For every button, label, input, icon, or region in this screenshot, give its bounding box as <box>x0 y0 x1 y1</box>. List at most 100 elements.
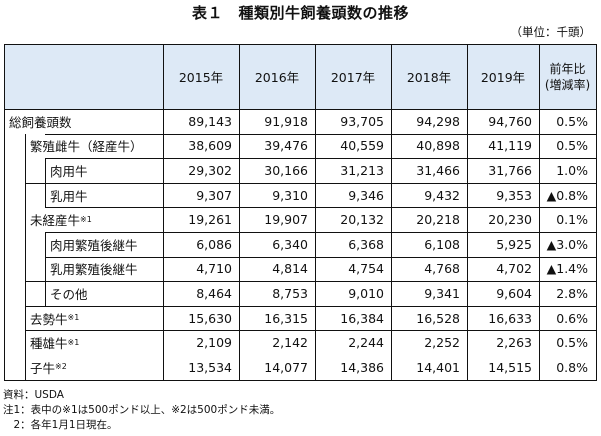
change-cell: 0.6% <box>556 310 588 326</box>
year-header: 2017年 <box>330 70 376 85</box>
header-row <box>4 44 596 109</box>
change-cell: 0.1% <box>556 212 588 228</box>
value-cell: 16,384 <box>340 310 384 326</box>
footnote-1: 注1：表中の※1は500ポンド以上、※2は500ポンド未満。 <box>3 404 281 416</box>
value-cell: 6,108 <box>424 236 460 252</box>
value-cell: 9,346 <box>348 187 384 203</box>
value-cell: 6,368 <box>348 236 384 252</box>
row-label-text: 肉用牛 <box>50 163 88 179</box>
footnote-2: 2：各年1月1日現在。 <box>3 419 118 431</box>
change-cell: ▲1.4% <box>546 261 588 277</box>
value-cell: 4,814 <box>272 261 308 277</box>
value-cell: 20,132 <box>340 212 384 228</box>
value-cell: 2,263 <box>496 335 532 351</box>
change-header-line2: (増減率) <box>544 77 591 92</box>
value-cell: 4,754 <box>348 261 384 277</box>
value-cell: 9,310 <box>272 187 308 203</box>
value-cell: 16,315 <box>264 310 308 326</box>
column-divider <box>239 44 240 380</box>
row-divider <box>45 232 596 233</box>
row-divider <box>45 158 596 160</box>
row-divider <box>25 330 596 332</box>
row-label-text: 繁殖雌牛（経産牛） <box>30 139 143 155</box>
value-cell: 8,464 <box>196 285 232 301</box>
indent-guide <box>25 207 26 380</box>
value-cell: 39,476 <box>264 138 308 154</box>
value-cell: 94,298 <box>416 113 460 129</box>
value-cell: 15,630 <box>188 310 232 326</box>
value-cell: 13,534 <box>188 359 232 375</box>
column-divider <box>539 44 540 380</box>
change-cell: 0.5% <box>556 113 588 129</box>
value-cell: 6,086 <box>196 236 232 252</box>
value-cell: 20,230 <box>488 212 532 228</box>
change-cell: ▲0.8% <box>546 187 588 203</box>
year-header: 2016年 <box>254 70 300 85</box>
change-cell: 1.0% <box>556 162 588 178</box>
table-notes: 資料：USDA 注1：表中の※1は500ポンド以上、※2は500ポンド未満。 2… <box>3 388 280 433</box>
value-cell: 91,918 <box>264 113 308 129</box>
row-divider <box>45 256 596 258</box>
value-cell: 94,760 <box>488 113 532 129</box>
value-cell: 9,341 <box>424 285 460 301</box>
value-cell: 16,528 <box>416 310 460 326</box>
value-cell: 14,515 <box>488 359 532 375</box>
year-header: 2015年 <box>178 70 224 85</box>
value-cell: 4,710 <box>196 261 232 277</box>
row-label: 去勢牛 ※1 <box>25 306 163 331</box>
row-label: その他 <box>45 281 163 306</box>
unit-label: （単位：千頭） <box>510 25 592 39</box>
year-header: 2018年 <box>406 70 452 85</box>
value-cell: 4,768 <box>424 261 460 277</box>
indent-guide <box>45 232 46 306</box>
row-label: 乳用牛 <box>45 183 163 208</box>
row-label-text: 乳用牛 <box>50 188 88 204</box>
row-label: 総飼養頭数 <box>4 109 163 134</box>
row-label-text: その他 <box>50 286 88 302</box>
value-cell: 20,218 <box>416 212 460 228</box>
row-divider <box>45 207 596 209</box>
source-note: 資料：USDA <box>3 389 64 401</box>
row-label: 繁殖雌牛（経産牛） <box>25 134 163 159</box>
value-cell: 9,010 <box>348 285 384 301</box>
row-divider <box>25 305 596 307</box>
value-cell: 14,401 <box>416 359 460 375</box>
column-divider <box>467 44 468 380</box>
value-cell: 8,753 <box>272 285 308 301</box>
value-cell: 9,353 <box>496 187 532 203</box>
change-header-line1: 前年比 <box>549 61 586 76</box>
row-label: 種雄牛 ※1 <box>25 330 163 355</box>
row-divider <box>25 281 596 283</box>
value-cell: 2,142 <box>272 335 308 351</box>
table-right-border <box>596 44 597 381</box>
table-left-border <box>4 44 5 381</box>
row-label: 乳用繁殖後継牛 <box>45 257 163 282</box>
row-label: 肉用牛 <box>45 158 163 183</box>
column-divider <box>315 44 316 380</box>
change-header: 前年比 (増減率) <box>539 44 596 109</box>
indent-guide <box>45 158 46 208</box>
row-divider <box>4 109 596 110</box>
indent-guide <box>25 133 26 208</box>
row-divider <box>45 133 596 135</box>
value-cell: 89,143 <box>188 113 232 129</box>
value-cell: 38,609 <box>188 138 232 154</box>
row-label-text: 去勢牛 <box>30 311 68 327</box>
row-label-text: 総飼養頭数 <box>9 114 72 130</box>
column-divider <box>163 44 164 380</box>
value-cell: 16,633 <box>488 310 532 326</box>
value-cell: 6,340 <box>272 236 308 252</box>
value-cell: 31,466 <box>416 162 460 178</box>
value-cell: 19,261 <box>188 212 232 228</box>
row-label-text: 乳用繁殖後継牛 <box>50 262 138 278</box>
value-cell: 30,166 <box>264 162 308 178</box>
value-cell: 2,244 <box>348 335 384 351</box>
value-cell: 2,109 <box>196 335 232 351</box>
row-label-text: 肉用繁殖後継牛 <box>50 237 138 253</box>
value-cell: 2,252 <box>424 335 460 351</box>
value-cell: 9,604 <box>496 285 532 301</box>
value-cell: 31,766 <box>488 162 532 178</box>
row-label: 肉用繁殖後継牛 <box>45 232 163 257</box>
value-cell: 19,907 <box>264 212 308 228</box>
value-cell: 9,432 <box>424 187 460 203</box>
